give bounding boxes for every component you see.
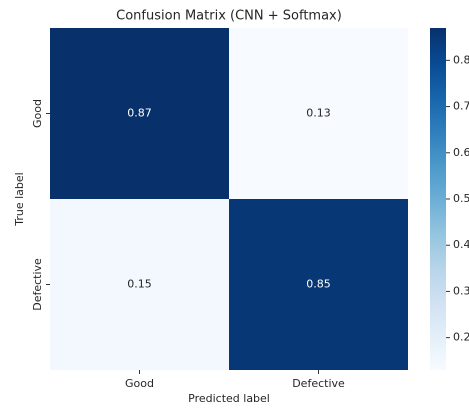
cell-label: 0.85 — [306, 278, 331, 291]
x-tick-label: Good — [125, 377, 154, 390]
colorbar-tick-label: 0.6 — [453, 146, 469, 159]
chart-title: Confusion Matrix (CNN + Softmax) — [116, 9, 342, 24]
y-tick-label: Good — [31, 99, 44, 128]
colorbar — [430, 28, 446, 370]
x-axis-label: Predicted label — [188, 392, 270, 405]
colorbar-tick-label: 0.7 — [453, 100, 469, 113]
colorbar-tick-label: 0.4 — [453, 238, 469, 251]
colorbar-tick-label: 0.2 — [453, 331, 469, 344]
heatmap-cell — [50, 199, 229, 370]
y-tick-label: Defective — [31, 258, 44, 311]
colorbar-tick-label: 0.3 — [453, 284, 469, 297]
x-tick-label: Defective — [292, 377, 345, 390]
cell-label: 0.15 — [127, 278, 152, 291]
heatmap-cell — [50, 28, 229, 199]
heatmap-cell — [229, 28, 408, 199]
colorbar-tick-label: 0.5 — [453, 192, 469, 205]
heatmap-cell — [229, 199, 408, 370]
colorbar-tick-label: 0.8 — [453, 53, 469, 66]
cell-label: 0.87 — [127, 107, 152, 120]
cell-label: 0.13 — [306, 107, 331, 120]
y-axis-label: True label — [13, 172, 26, 226]
